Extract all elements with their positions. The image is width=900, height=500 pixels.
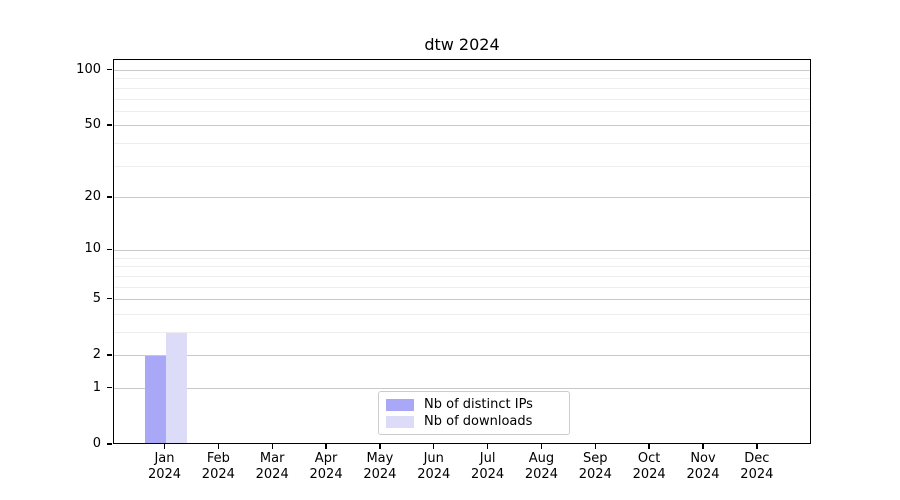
legend-item: Nb of distinct IPs [386,396,559,413]
x-tick-label: Nov 2024 [686,451,720,482]
minor-gridline [114,110,810,112]
y-tick-mark [107,68,112,71]
y-tick-label: 5 [92,290,101,306]
x-tick-mark [379,444,381,449]
x-tick-mark [433,444,435,449]
minor-gridline [114,87,810,89]
y-tick-label: 2 [92,346,101,362]
minor-gridline [114,266,810,268]
x-tick-label: Mar 2024 [255,451,289,482]
y-tick-label: 50 [84,116,101,132]
minor-gridline [114,165,810,167]
x-tick-label: Feb 2024 [201,451,235,482]
y-tick-label: 10 [84,241,101,257]
y-tick-mark [107,297,112,300]
x-tick-mark [648,444,650,449]
x-tick-mark [325,444,327,449]
minor-gridline [114,78,810,80]
x-tick-mark [702,444,704,449]
x-tick-label: Oct 2024 [632,451,666,482]
minor-gridline [114,275,810,277]
chart-title: dtw 2024 [424,35,500,54]
major-gridline [114,249,810,251]
major-gridline [114,125,810,127]
x-tick-label: Jun 2024 [417,451,451,482]
legend-swatch [386,398,414,411]
major-gridline [114,355,810,357]
x-tick-label: Aug 2024 [524,451,558,482]
y-tick-label: 0 [92,436,101,451]
y-tick-mark [107,124,112,126]
legend: Nb of distinct IPs Nb of downloads [378,391,570,435]
y-tick-mark [107,196,112,198]
y-tick-mark [107,248,112,251]
x-tick-mark [486,444,489,449]
y-tick-mark [107,443,112,445]
x-tick-label: May 2024 [363,451,397,482]
x-tick-mark [163,444,166,449]
minor-gridline [114,98,810,100]
y-tick-mark [107,387,112,389]
minor-gridline [114,313,810,315]
legend-item: Nb of downloads [386,413,559,430]
major-gridline [114,388,810,390]
major-gridline [114,70,810,72]
legend-swatch [386,415,414,428]
x-tick-label: Jul 2024 [471,451,505,482]
y-tick-label: 1 [92,379,101,395]
x-tick-label: Apr 2024 [309,451,343,482]
x-tick-mark [756,444,758,449]
minor-gridline [114,257,810,259]
plot-area [113,59,811,444]
x-tick-mark [540,444,543,449]
bar-nb-of-downloads [165,332,187,444]
x-tick-label: Sep 2024 [578,451,612,482]
bar-nb-of-distinct-ips [144,355,166,444]
major-gridline [114,197,810,199]
x-tick-mark [217,444,220,449]
minor-gridline [114,332,810,334]
minor-gridline [114,286,810,288]
minor-gridline [114,143,810,145]
y-tick-label: 100 [76,61,101,77]
legend-label: Nb of distinct IPs [424,397,533,412]
x-tick-mark [271,444,273,449]
legend-label: Nb of downloads [424,414,533,429]
x-tick-label: Jan 2024 [147,451,182,482]
y-tick-label: 20 [84,188,101,204]
major-gridline [114,299,810,301]
x-tick-mark [594,444,596,449]
y-tick-mark [107,354,112,356]
x-tick-label: Dec 2024 [740,451,774,482]
